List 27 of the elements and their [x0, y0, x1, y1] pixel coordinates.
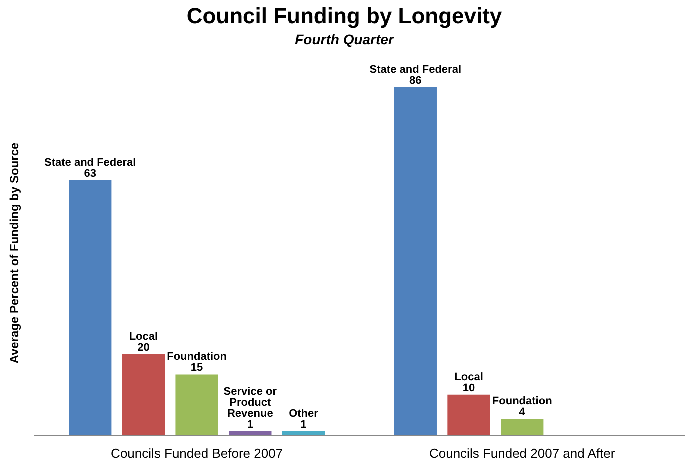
text: Foundation: [167, 351, 227, 364]
data-label: 15: [190, 362, 204, 374]
chart-title: Council Funding by Longevity: [186, 3, 503, 28]
data-label: 4: [519, 406, 526, 419]
series-label: Service or Product Revenue: [224, 386, 278, 420]
bar: [176, 374, 218, 436]
data-label: 1: [300, 418, 307, 431]
bar: [69, 180, 112, 436]
data-label: 86: [410, 74, 422, 87]
bar: [394, 87, 437, 436]
text: Local: [454, 371, 484, 384]
data-label: 63: [84, 168, 96, 180]
chart-subtitle: Fourth Quarter: [295, 32, 396, 48]
x-tick-label: Councils Funded 2007 and After: [429, 446, 616, 461]
data-label: 10: [462, 382, 476, 394]
data-label: 20: [138, 342, 150, 354]
y-axis-title: Average Percent of Funding by Source: [8, 142, 22, 364]
bar: [448, 394, 490, 436]
series-label: Other: [289, 408, 320, 420]
text: State and Federal: [44, 156, 136, 169]
series-label: Local: [129, 331, 158, 343]
bar: [501, 419, 544, 436]
bar: [122, 354, 166, 436]
series-label: Foundation: [492, 396, 553, 408]
data-label: 1: [247, 418, 254, 431]
x-tick-label: Councils Funded Before 2007: [111, 446, 284, 461]
series-label: State and Federal: [370, 64, 462, 76]
